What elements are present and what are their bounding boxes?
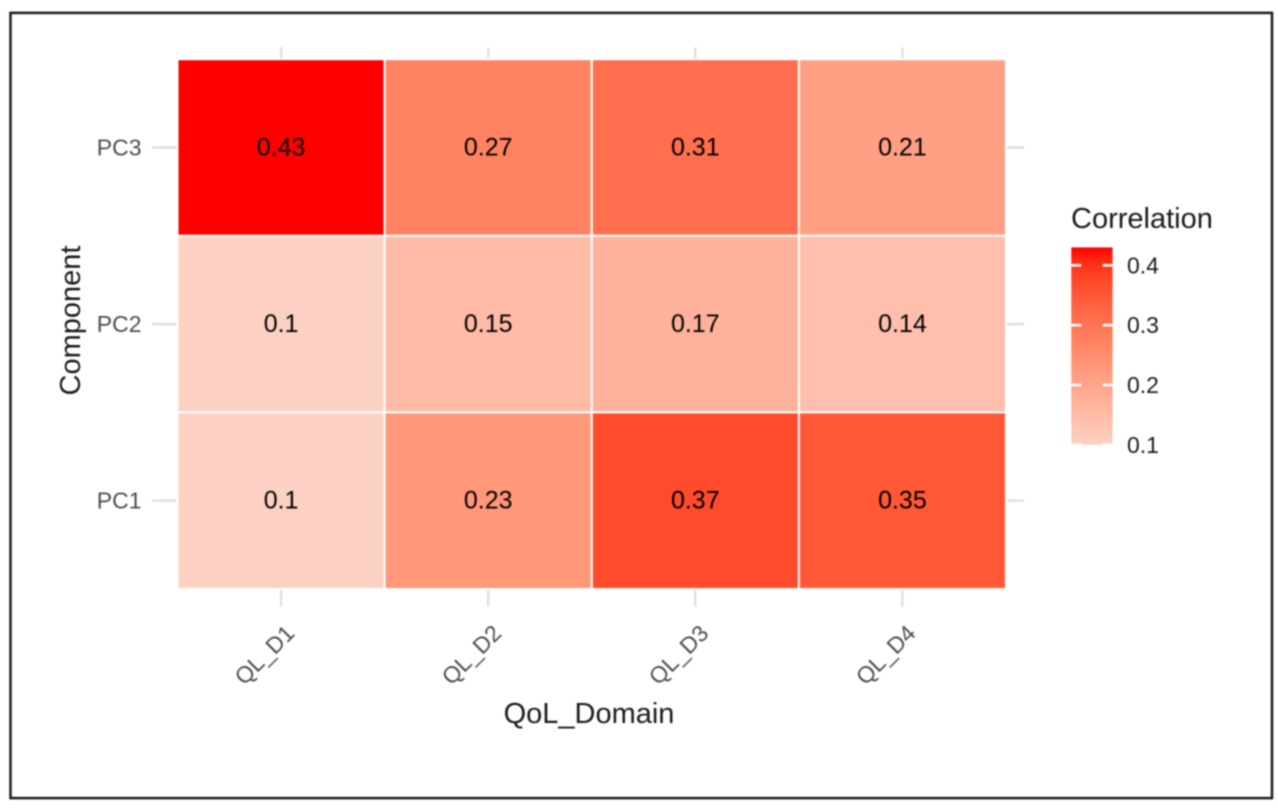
svg-text:0.1: 0.1: [264, 310, 299, 338]
svg-text:0.14: 0.14: [878, 310, 927, 338]
svg-text:0.1: 0.1: [1127, 432, 1159, 458]
svg-text:0.27: 0.27: [464, 134, 513, 162]
svg-text:0.43: 0.43: [257, 134, 306, 162]
svg-text:0.35: 0.35: [878, 487, 927, 515]
svg-text:0.21: 0.21: [878, 134, 927, 162]
svg-text:0.3: 0.3: [1127, 312, 1159, 338]
svg-text:0.15: 0.15: [464, 310, 513, 338]
svg-text:0.23: 0.23: [464, 487, 513, 515]
svg-text:Correlation: Correlation: [1071, 203, 1213, 235]
svg-text:0.37: 0.37: [671, 487, 720, 515]
svg-text:0.1: 0.1: [264, 487, 299, 515]
svg-text:0.31: 0.31: [671, 134, 720, 162]
svg-text:0.2: 0.2: [1127, 372, 1159, 398]
svg-text:QoL_Domain: QoL_Domain: [504, 698, 675, 730]
svg-text:0.4: 0.4: [1127, 252, 1159, 278]
svg-text:0.17: 0.17: [671, 310, 720, 338]
svg-text:PC1: PC1: [97, 488, 142, 514]
svg-text:PC3: PC3: [97, 135, 142, 161]
svg-text:PC2: PC2: [97, 311, 142, 337]
svg-text:Component: Component: [55, 246, 87, 396]
